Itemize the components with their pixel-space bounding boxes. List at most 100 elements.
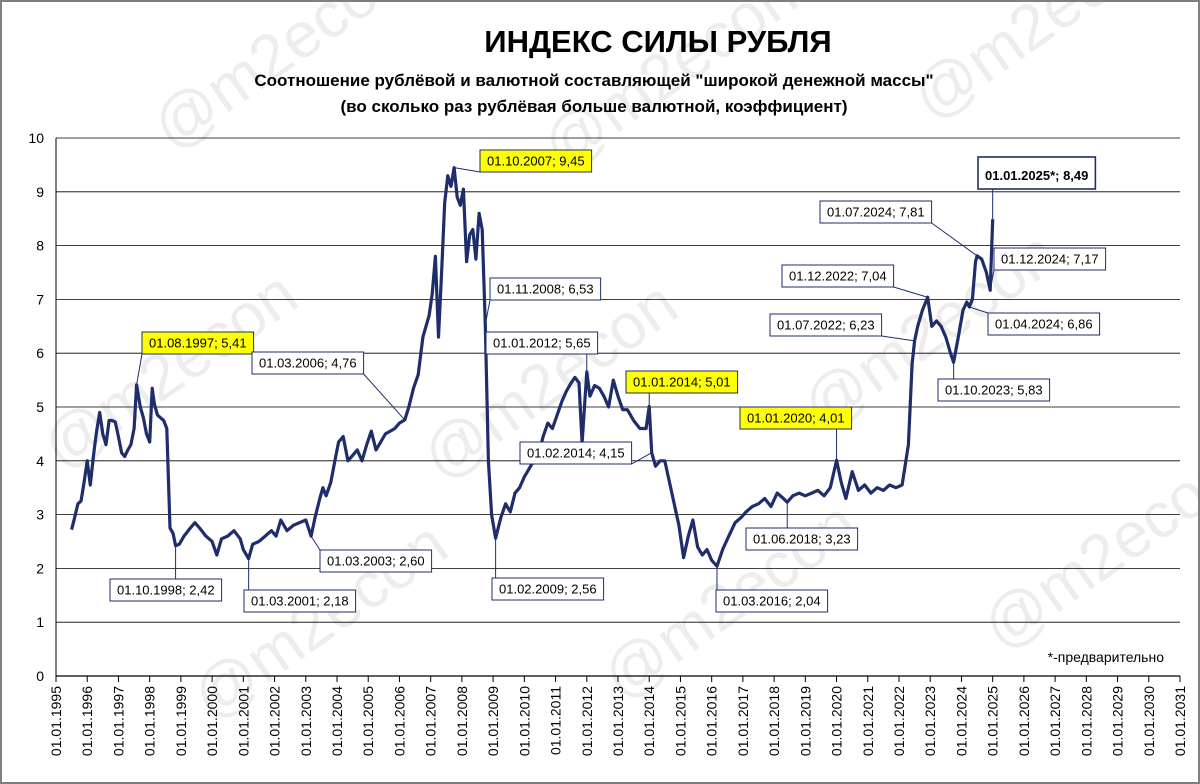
- y-tick-label: 1: [36, 614, 44, 630]
- y-tick-label: 7: [36, 291, 44, 307]
- x-tick-label: 01.01.2011: [548, 686, 564, 755]
- annotation-box: [491, 577, 605, 601]
- annotation-label: 01.01.2020; 4,01: [747, 411, 845, 426]
- annotation-label: 01.03.2006; 4,76: [259, 356, 357, 371]
- annotation-box: [781, 264, 895, 288]
- x-tick-label: 01.01.2031: [1172, 686, 1188, 756]
- annotation-box: [977, 156, 1097, 190]
- x-tick-label: 01.01.1998: [142, 686, 158, 756]
- annotation-label: 01.04.2024; 6,86: [995, 317, 1093, 332]
- x-tick-label: 01.01.2030: [1141, 686, 1157, 756]
- y-axis-ticks: 0 1 2 3 4 5 6 7 8 9 10: [28, 130, 44, 684]
- annotation-label: 01.10.2007; 9,45: [487, 154, 585, 169]
- x-tick-label: 01.01.2025: [985, 686, 1001, 756]
- x-tick-label: 01.01.1996: [79, 686, 95, 756]
- annotation-box: [243, 589, 357, 613]
- annotation-leader: [484, 299, 491, 325]
- annotation-leader: [881, 335, 915, 342]
- annotation-box: [109, 578, 223, 602]
- x-tick-label: 01.01.2021: [860, 686, 876, 756]
- chart-title: ИНДЕКС СИЛЫ РУБЛЯ: [484, 24, 831, 59]
- annotation-label: 01.07.2024; 7,81: [827, 205, 925, 220]
- x-tick-label: 01.01.2023: [922, 686, 938, 756]
- annotation-label: 01.07.2022; 6,23: [777, 318, 875, 333]
- annotation-box: [987, 312, 1101, 336]
- annotation-box: [141, 331, 255, 355]
- x-tick-label: 01.01.2010: [516, 686, 532, 756]
- x-tick-label: 01.01.2017: [735, 686, 751, 756]
- annotation-box: [739, 406, 853, 430]
- x-axis-ticks: 01.01.1995 01.01.1996 01.01.1997 01.01.1998…: [48, 676, 1188, 756]
- annotation-box: [251, 351, 365, 375]
- x-tick-label: 01.01.1995: [48, 686, 64, 756]
- y-tick-label: 10: [28, 130, 44, 146]
- x-tick-label: 01.01.2003: [298, 686, 314, 756]
- x-tick-label: 01.01.2002: [267, 686, 283, 756]
- annotation-label: 01.03.2003; 2,60: [327, 554, 425, 569]
- annotation-label: 01.08.1997; 5,41: [149, 336, 247, 351]
- annotation-label: 01.02.2009; 2,56: [499, 582, 597, 597]
- annotation-leader: [363, 373, 406, 421]
- annotation-leader: [631, 452, 652, 465]
- chart-subtitle-line2: (во сколько раз рублёвая больше валютной…: [341, 97, 848, 116]
- annotation-leader: [453, 167, 481, 173]
- annotation-leader: [136, 353, 143, 386]
- x-tick-label: 01.01.2001: [235, 686, 251, 756]
- annotation-leader: [893, 286, 928, 298]
- series-layer: [70, 166, 995, 568]
- annotation-leader: [931, 222, 978, 257]
- annotation-box: [485, 331, 599, 355]
- annotation-box: [319, 549, 433, 573]
- annotation-box: [519, 441, 633, 465]
- x-tick-label: 01.01.2000: [204, 686, 220, 756]
- annotation-label: 01.11.2008; 6,53: [497, 282, 594, 297]
- x-tick-label: 01.01.2014: [641, 686, 657, 756]
- y-tick-label: 9: [36, 184, 44, 200]
- annotation-label: 01.12.2022; 7,04: [789, 269, 887, 284]
- y-tick-label: 0: [36, 668, 44, 684]
- x-tick-label: 01.01.2004: [329, 686, 345, 756]
- annotations-layer: 01.08.1997; 5,41 01.10.1998; 2,42 01.03.20…: [109, 149, 1107, 613]
- y-tick-label: 2: [36, 560, 44, 576]
- annotation-label: 01.02.2014; 4,15: [527, 446, 625, 461]
- annotation-box: [745, 527, 859, 551]
- x-tick-label: 01.01.2028: [1078, 686, 1094, 756]
- annotation-label: 01.01.2025*; 8,49: [985, 168, 1088, 183]
- annotation-label: 01.10.1998; 2,42: [117, 583, 215, 598]
- annotation-label: 01.12.2024; 7,17: [1001, 252, 1099, 267]
- annotation-box: [489, 277, 602, 301]
- x-tick-label: 01.01.2013: [610, 686, 626, 756]
- annotation-leader: [989, 269, 995, 291]
- annotation-label: 01.03.2001; 2,18: [251, 594, 349, 609]
- annotation-label: 01.03.2016; 2,04: [723, 594, 821, 609]
- annotation-leader: [310, 535, 321, 551]
- annotation-box: [625, 370, 739, 394]
- annotation-label: 01.06.2018; 3,23: [753, 532, 851, 547]
- x-tick-label: 01.01.2027: [1047, 686, 1063, 756]
- annotation-box: [937, 378, 1051, 402]
- y-tick-label: 3: [36, 507, 44, 523]
- x-tick-label: 01.01.2007: [423, 686, 439, 756]
- annotation-label: 01.10.2023; 5,83: [945, 383, 1043, 398]
- grid-lines: [55, 137, 1180, 677]
- x-tick-label: 01.01.2020: [829, 686, 845, 756]
- series-line: [70, 166, 995, 568]
- x-tick-label: 01.01.2012: [579, 686, 595, 756]
- footnote: *-предварительно: [1048, 649, 1165, 665]
- x-tick-label: 01.01.2006: [391, 686, 407, 756]
- x-tick-label: 01.01.2008: [454, 686, 470, 756]
- x-tick-label: 01.01.2005: [360, 686, 376, 756]
- annotation-box: [769, 313, 883, 337]
- annotation-leader: [969, 306, 989, 314]
- x-tick-label: 01.01.2022: [891, 686, 907, 756]
- y-tick-label: 8: [36, 238, 44, 254]
- x-tick-label: 01.01.2009: [485, 686, 501, 756]
- x-tick-label: 01.01.2029: [1110, 686, 1126, 756]
- x-tick-label: 01.01.2016: [704, 686, 720, 756]
- x-tick-label: 01.01.2026: [1016, 686, 1032, 756]
- x-tick-label: 01.01.1999: [173, 686, 189, 756]
- x-tick-label: 01.01.2018: [766, 686, 782, 756]
- annotation-label: 01.01.2012; 5,65: [493, 336, 591, 351]
